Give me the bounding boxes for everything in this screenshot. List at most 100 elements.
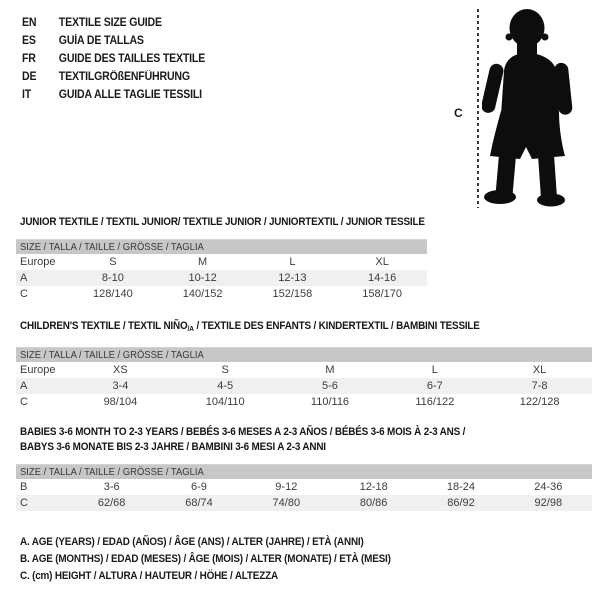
table-title-text: JUNIOR TEXTILE / TEXTIL JUNIOR/ TEXTILE …: [20, 215, 425, 229]
value-cell: XL: [532, 364, 547, 376]
size-header-label: SIZE / TALLA / TAILLE / GRÖSSE / TAGLIA: [20, 466, 204, 478]
value-cell: 140/152: [182, 288, 223, 300]
size-header-bar: SIZE / TALLA / TAILLE / GRÖSSE / TAGLIA: [16, 347, 592, 362]
value-cell: 116/122: [415, 396, 455, 408]
value-cell: L: [289, 256, 296, 268]
value-cell: 8-10: [101, 272, 124, 284]
value-cell: 128/140: [92, 288, 133, 300]
table-rows: Europe XS S M L XL A 3-4 4-5 5-6 6-7 7-8 C 98/104 104/…: [16, 362, 592, 410]
table-row: C 98/104 104/110 110/116 116/122 122/128: [16, 394, 592, 410]
language-code: EN: [22, 17, 37, 29]
row-label-cell: B: [20, 481, 28, 493]
junior-textile-table: JUNIOR TEXTILE / TEXTIL JUNIOR/ TEXTILE …: [16, 215, 427, 302]
value-cell: L: [431, 364, 438, 376]
row-label-cell: C: [20, 497, 28, 509]
language-guide-title: TEXTILGRÖßENFÜHRUNG: [58, 71, 190, 83]
language-row: DE TEXTILGRÖßENFÜHRUNG: [22, 68, 205, 86]
table-rows: Europe S M L XL A 8-10 10-12 12-13 14-16 C 128/140 1…: [16, 254, 427, 302]
table-title-text: BABYS 3-6 MONATE BIS 2-3 JAHRE / BAMBINI…: [20, 440, 326, 454]
footnote-text: B. AGE (MONTHS) / EDAD (MESES) / ÂGE (MO…: [20, 553, 391, 565]
baby-leg-right: [537, 150, 558, 200]
language-code: DE: [22, 71, 37, 83]
size-header-label: SIZE / TALLA / TAILLE / GRÖSSE / TAGLIA: [20, 241, 204, 253]
table-row: C 62/68 68/74 74/80 80/86 86/92 92/98: [16, 495, 592, 511]
table-title-line: BABYS 3-6 MONATE BIS 2-3 JAHRE / BAMBINI…: [20, 440, 592, 455]
value-cell: 68/74: [185, 497, 213, 509]
value-cell: 18-24: [446, 481, 476, 493]
baby-ear-right: [541, 33, 549, 41]
table-title-line: BABIES 3-6 MONTH TO 2-3 YEARS / BEBÉS 3-…: [20, 425, 592, 440]
value-cell: 6-9: [191, 481, 207, 493]
language-guide-title: GUIDA ALLE TAGLIE TESSILI: [58, 89, 202, 101]
size-header-label: SIZE / TALLA / TAILLE / GRÖSSE / TAGLIA: [20, 349, 204, 361]
table-title-segment: /A: [187, 324, 194, 333]
table-title: BABIES 3-6 MONTH TO 2-3 YEARS / BEBÉS 3-…: [20, 425, 592, 455]
table-row: C 128/140 140/152 152/158 158/170: [16, 286, 427, 302]
table-title: CHILDREN'S TEXTILE / TEXTIL NIÑO/A / TEX…: [20, 319, 592, 334]
value-cell: 7-8: [531, 380, 548, 392]
value-cell: XS: [113, 364, 128, 376]
table-row: A 3-4 4-5 5-6 6-7 7-8: [16, 378, 592, 394]
size-header-bar: SIZE / TALLA / TAILLE / GRÖSSE / TAGLIA: [16, 464, 592, 479]
language-guide-title: TEXTILE SIZE GUIDE: [58, 17, 162, 29]
table-row: Europe S M L XL: [16, 254, 427, 270]
value-cell: S: [221, 364, 229, 376]
baby-torso: [501, 53, 559, 115]
baby-foot-left: [484, 190, 516, 204]
value-cell: 6-7: [426, 380, 443, 392]
value-cell: 86/92: [447, 497, 475, 509]
language-row: ES GUÍA DE TALLAS: [22, 32, 205, 50]
table-title-line: JUNIOR TEXTILE / TEXTIL JUNIOR/ TEXTILE …: [20, 215, 427, 230]
baby-shorts: [490, 111, 565, 159]
baby-neck: [517, 41, 537, 57]
language-guide: EN TEXTILE SIZE GUIDE ES GUÍA DE TALLAS FR GU…: [22, 14, 221, 104]
footnotes: A. AGE (YEARS) / EDAD (AÑOS) / ÂGE (ANS)…: [20, 534, 432, 585]
table-title-text: CHILDREN'S TEXTILE / TEXTIL NIÑO/A / TEX…: [20, 319, 480, 336]
value-cell: 74/80: [272, 497, 301, 509]
row-label-cell: C: [20, 288, 28, 300]
baby-silhouette: [482, 9, 573, 207]
value-cell: 5-6: [322, 380, 338, 392]
value-cell: 4-5: [217, 380, 234, 392]
value-cell: 3-4: [112, 380, 129, 392]
baby-arm-left: [482, 63, 504, 113]
value-cell: 104/110: [205, 396, 245, 408]
baby-head: [509, 9, 545, 47]
value-cell: 92/98: [534, 497, 563, 509]
table-row: A 8-10 10-12 12-13 14-16: [16, 270, 427, 286]
table-title-line: CHILDREN'S TEXTILE / TEXTIL NIÑO/A / TEX…: [20, 319, 592, 334]
value-cell: 122/128: [519, 396, 560, 408]
language-guide-title: GUIDE DES TAILLES TEXTILE: [58, 53, 206, 65]
row-label-cell: Europe: [20, 364, 56, 376]
table-title-text: BABIES 3-6 MONTH TO 2-3 YEARS / BEBÉS 3-…: [20, 425, 465, 439]
footnote-line: A. AGE (YEARS) / EDAD (AÑOS) / ÂGE (ANS)…: [20, 534, 432, 551]
height-measure-label: C: [454, 106, 463, 120]
table-row: B 3-6 6-9 9-12 12-18 18-24 24-36: [16, 479, 592, 495]
table-title-segment: BABIES 3-6 MONTH TO 2-3 YEARS / BEBÉS 3-…: [20, 426, 466, 438]
value-cell: 62/68: [97, 497, 126, 509]
table-title-segment: CHILDREN'S TEXTILE / TEXTIL NIÑO: [20, 320, 188, 332]
value-cell: 3-6: [103, 481, 120, 493]
language-row: IT GUIDA ALLE TAGLIE TESSILI: [22, 86, 205, 104]
value-cell: 12-18: [359, 481, 388, 493]
value-cell: 80/86: [359, 497, 388, 509]
baby-leg-left: [495, 150, 517, 196]
table-rows: B 3-6 6-9 9-12 12-18 18-24 24-36 C 62/68 68/74 74/…: [16, 479, 592, 511]
table-title-segment: JUNIOR TEXTILE / TEXTIL JUNIOR/ TEXTILE …: [20, 216, 425, 228]
value-cell: XL: [375, 256, 389, 268]
table-row: Europe XS S M L XL: [16, 362, 592, 378]
table-title-segment: / TEXTILE DES ENFANTS / KINDERTEXTIL / B…: [193, 320, 480, 332]
table-title-segment: BABYS 3-6 MONATE BIS 2-3 JAHRE / BAMBINI…: [20, 441, 326, 453]
value-cell: M: [198, 256, 208, 268]
row-label-cell: Europe: [20, 256, 56, 268]
height-measure-line: [477, 9, 479, 208]
row-label-cell: A: [20, 272, 28, 284]
footnote-text: C. (cm) HEIGHT / ALTURA / HAUTEUR / HÖHE…: [20, 570, 278, 582]
footnote-line: C. (cm) HEIGHT / ALTURA / HAUTEUR / HÖHE…: [20, 568, 432, 585]
language-code: IT: [22, 89, 32, 101]
value-cell: 152/158: [272, 288, 313, 300]
value-cell: M: [325, 364, 335, 376]
language-code: ES: [22, 35, 36, 47]
babies-textile-table: BABIES 3-6 MONTH TO 2-3 YEARS / BEBÉS 3-…: [16, 425, 592, 511]
